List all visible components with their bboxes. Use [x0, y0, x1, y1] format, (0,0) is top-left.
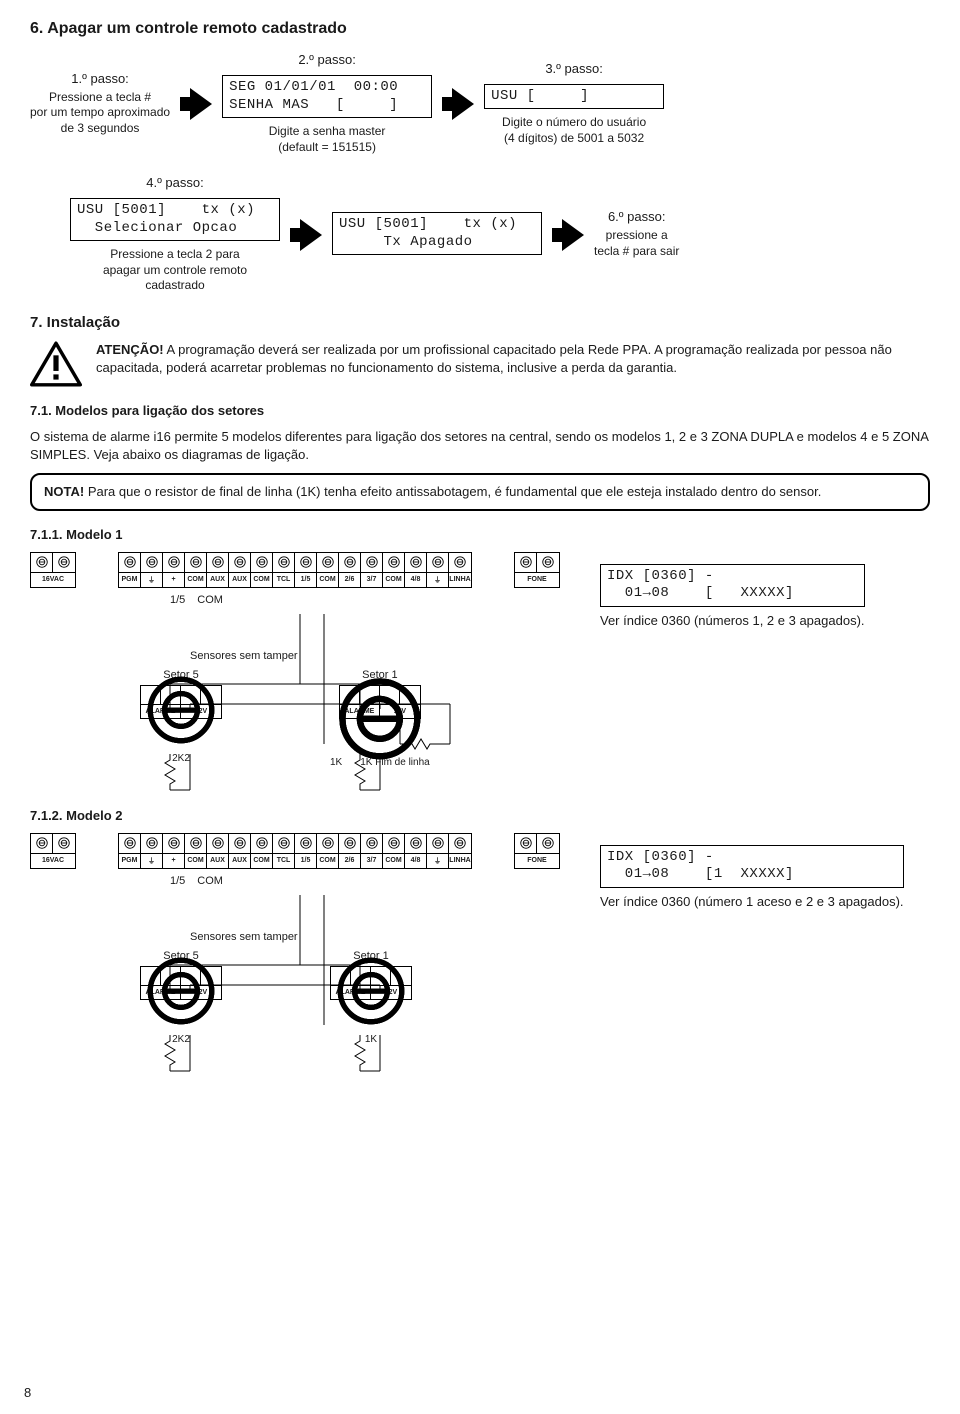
model1-diagram-row: 16VACPGM⏚+COMAUXAUXCOMTCL1/5COM2/63/7COM… — [30, 552, 930, 794]
model2-diagram: 16VACPGM⏚+COMAUXAUXCOMTCL1/5COM2/63/7COM… — [30, 833, 560, 1075]
model1-lcd-col: IDX [0360] - 01→08 [ XXXXX] Ver índice 0… — [600, 560, 865, 628]
below-labels: 1/5 COM — [170, 875, 560, 887]
step6: 6.º passo: pressione a tecla # para sair — [594, 209, 679, 259]
below-label-com: COM — [197, 875, 223, 887]
model2-lcd: IDX [0360] - 01→08 [1 XXXXX] — [600, 845, 904, 888]
step6-desc2: tecla # para sair — [594, 244, 679, 260]
step4: 4.º passo: USU [5001] tx (x) Selecionar … — [70, 175, 280, 294]
section7-title: 7. Instalação — [30, 314, 930, 331]
sensors-header: Sensores sem tamper — [190, 650, 298, 662]
sensor1-box: ALARME12V — [330, 966, 412, 1000]
note-label: NOTA! — [44, 484, 84, 499]
step2-desc2: (default = 151515) — [222, 140, 432, 156]
wiring-model1: Sensores sem tamper Setor 5 ALARME12V 2K… — [30, 614, 560, 794]
model2-diagram-row: 16VACPGM⏚+COMAUXAUXCOMTCL1/5COM2/63/7COM… — [30, 833, 930, 1075]
step5: USU [5001] tx (x) Tx Apagado — [332, 208, 542, 261]
below-label-15: 1/5 — [170, 594, 185, 606]
terminal-strip: 16VACPGM⏚+COMAUXAUXCOMTCL1/5COM2/63/7COM… — [30, 833, 560, 869]
sensor1-box: ALARME12V — [339, 685, 421, 719]
steps-row-2: 4.º passo: USU [5001] tx (x) Selecionar … — [70, 175, 930, 294]
page-number: 8 — [24, 1385, 31, 1400]
step1-desc1: Pressione a tecla # — [30, 90, 170, 106]
arrow-icon — [442, 88, 474, 120]
res-1k: 1K — [365, 1034, 377, 1045]
step1-desc3: de 3 segundos — [30, 121, 170, 137]
arrow-icon — [180, 88, 212, 120]
note-body: Para que o resistor de final de linha (1… — [84, 484, 821, 499]
step2-lcd: SEG 01/01/01 00:00 SENHA MAS [ ] — [222, 75, 432, 118]
step2-title: 2.º passo: — [222, 52, 432, 67]
attention-text: ATENÇÃO! A programação deverá ser realiz… — [96, 341, 930, 376]
res-2k2: 2K2 — [172, 1034, 190, 1045]
model1-caption: Ver índice 0360 (números 1, 2 e 3 apagad… — [600, 613, 865, 628]
arrow-icon — [552, 219, 584, 251]
step3-title: 3.º passo: — [484, 61, 664, 76]
step6-title: 6.º passo: — [594, 209, 679, 224]
res-2k2: 2K2 — [172, 753, 190, 764]
attention-label: ATENÇÃO! — [96, 342, 164, 357]
step4-title: 4.º passo: — [70, 175, 280, 190]
below-label-15: 1/5 — [170, 875, 185, 887]
step1-desc2: por um tempo aproximado — [30, 105, 170, 121]
sensors-header: Sensores sem tamper — [190, 931, 298, 943]
note-box: NOTA! Para que o resistor de final de li… — [30, 473, 930, 511]
step2-desc1: Digite a senha master — [222, 124, 432, 140]
step3-desc1: Digite o número do usuário — [484, 115, 664, 131]
step1: 1.º passo: Pressione a tecla # por um te… — [30, 71, 170, 137]
section6-title: 6. Apagar um controle remoto cadastrado — [30, 20, 930, 38]
section71-title: 7.1. Modelos para ligação dos setores — [30, 403, 930, 418]
model1-lcd: IDX [0360] - 01→08 [ XXXXX] — [600, 564, 865, 607]
model2-lcd-col: IDX [0360] - 01→08 [1 XXXXX] Ver índice … — [600, 841, 904, 909]
step1-title: 1.º passo: — [30, 71, 170, 86]
steps-row-1: 1.º passo: Pressione a tecla # por um te… — [30, 52, 930, 155]
step4-desc2: apagar um controle remoto — [70, 263, 280, 279]
below-labels: 1/5 COM — [170, 594, 560, 606]
sensor5-box: ALARME12V — [140, 685, 222, 719]
model1-title: 7.1.1. Modelo 1 — [30, 527, 930, 542]
terminal-strip: 16VACPGM⏚+COMAUXAUXCOMTCL1/5COM2/63/7COM… — [30, 552, 560, 588]
model2-title: 7.1.2. Modelo 2 — [30, 808, 930, 823]
arrow-icon — [290, 219, 322, 251]
section71-text: O sistema de alarme i16 permite 5 modelo… — [30, 428, 930, 463]
step2: 2.º passo: SEG 01/01/01 00:00 SENHA MAS … — [222, 52, 432, 155]
model1-diagram: 16VACPGM⏚+COMAUXAUXCOMTCL1/5COM2/63/7COM… — [30, 552, 560, 794]
step6-desc1: pressione a — [594, 228, 679, 244]
step4-desc1: Pressione a tecla 2 para — [70, 247, 280, 263]
below-label-com: COM — [197, 594, 223, 606]
step4-lcd: USU [5001] tx (x) Selecionar Opcao — [70, 198, 280, 241]
step3-lcd: USU [ ] — [484, 84, 664, 110]
attention-body: A programação deverá ser realizada por u… — [96, 342, 892, 375]
model2-caption: Ver índice 0360 (número 1 aceso e 2 e 3 … — [600, 894, 904, 909]
step3: 3.º passo: USU [ ] Digite o número do us… — [484, 61, 664, 147]
step5-lcd: USU [5001] tx (x) Tx Apagado — [332, 212, 542, 255]
step4-desc3: cadastrado — [70, 278, 280, 294]
warning-icon — [30, 341, 82, 387]
attention-block: ATENÇÃO! A programação deverá ser realiz… — [30, 341, 930, 387]
sensor5-box: ALARME12V — [140, 966, 222, 1000]
wiring-model2: Sensores sem tamper Setor 5 ALARME12V 2K… — [30, 895, 560, 1075]
step3-desc2: (4 dígitos) de 5001 a 5032 — [484, 131, 664, 147]
